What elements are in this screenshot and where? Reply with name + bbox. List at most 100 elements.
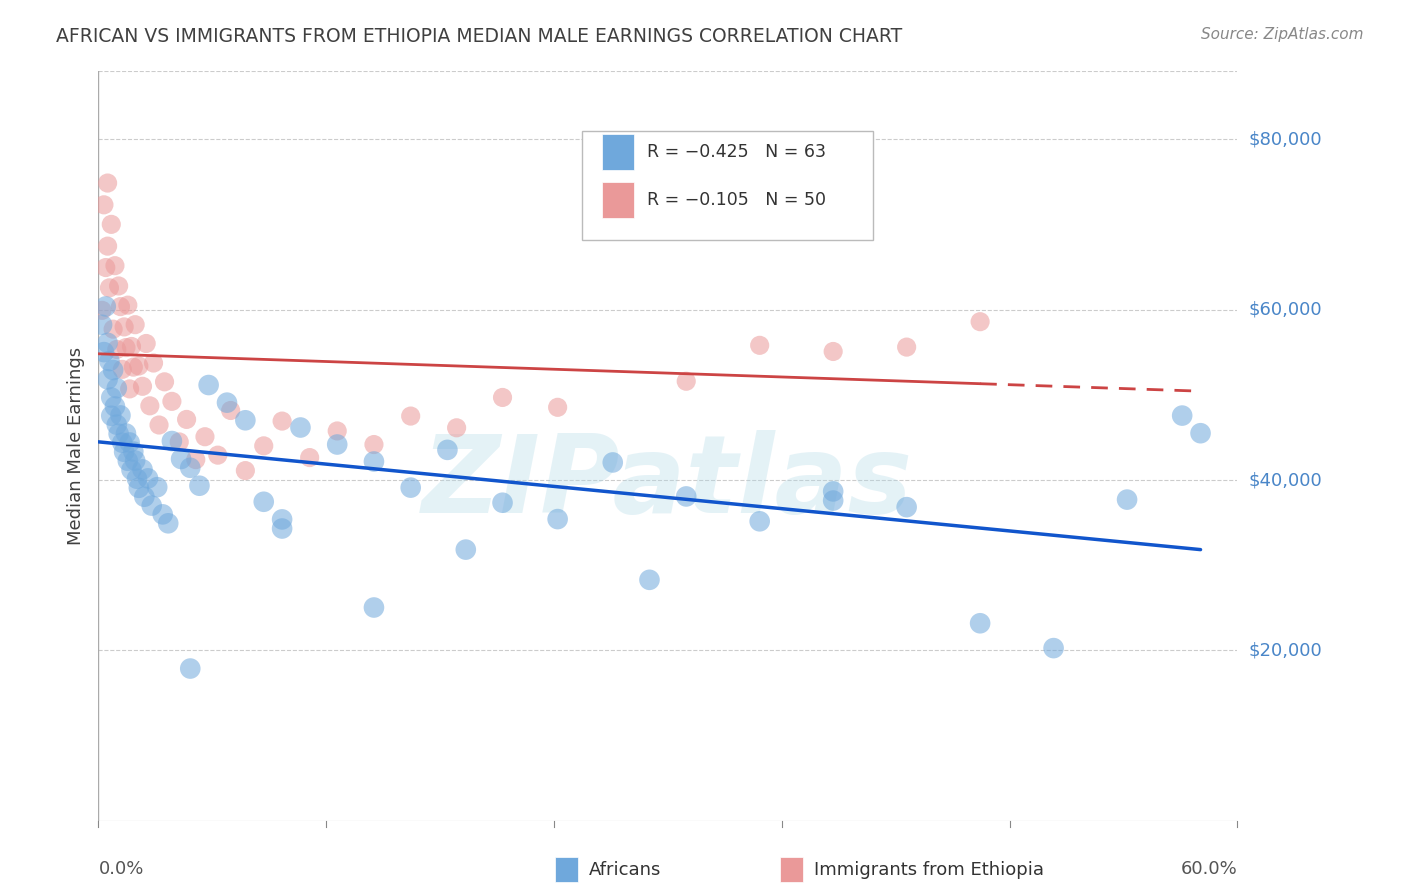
- Point: [160, 394, 183, 409]
- Point: [124, 453, 146, 467]
- Text: $40,000: $40,000: [1249, 471, 1322, 489]
- Point: [146, 480, 169, 494]
- Point: [436, 442, 458, 457]
- Point: [399, 409, 422, 423]
- Point: [896, 340, 918, 354]
- Point: [98, 281, 121, 295]
- Point: [121, 339, 143, 353]
- Point: [125, 472, 148, 486]
- Text: Source: ZipAtlas.com: Source: ZipAtlas.com: [1201, 27, 1364, 42]
- Point: [117, 298, 139, 312]
- Point: [491, 391, 513, 405]
- Bar: [602, 134, 634, 169]
- Point: [454, 542, 477, 557]
- Point: [97, 335, 120, 350]
- Point: [271, 522, 294, 536]
- Point: [124, 318, 146, 332]
- Point: [167, 434, 190, 449]
- Point: [179, 460, 201, 475]
- Point: [110, 409, 132, 423]
- Point: [153, 375, 176, 389]
- Point: [823, 493, 845, 508]
- Text: AFRICAN VS IMMIGRANTS FROM ETHIOPIA MEDIAN MALE EARNINGS CORRELATION CHART: AFRICAN VS IMMIGRANTS FROM ETHIOPIA MEDI…: [56, 27, 903, 45]
- Point: [128, 359, 150, 373]
- Text: $60,000: $60,000: [1249, 301, 1322, 318]
- Point: [823, 484, 845, 499]
- Point: [602, 169, 624, 183]
- Point: [326, 437, 349, 451]
- Point: [94, 260, 117, 275]
- Point: [184, 452, 207, 467]
- Point: [91, 318, 114, 332]
- Text: Africans: Africans: [589, 861, 661, 879]
- Point: [675, 490, 697, 504]
- Point: [136, 471, 159, 485]
- Point: [131, 462, 153, 476]
- Text: 60.0%: 60.0%: [1181, 860, 1237, 878]
- Point: [107, 279, 129, 293]
- Point: [135, 336, 157, 351]
- Point: [1116, 492, 1139, 507]
- Point: [235, 464, 257, 478]
- Point: [1189, 426, 1212, 441]
- Point: [188, 479, 211, 493]
- Point: [110, 300, 132, 314]
- Point: [207, 448, 229, 462]
- Point: [94, 300, 117, 314]
- Text: R = −0.425   N = 63: R = −0.425 N = 63: [647, 143, 827, 161]
- Point: [675, 374, 697, 388]
- Point: [823, 344, 845, 359]
- Point: [748, 514, 770, 528]
- Point: [97, 176, 120, 190]
- Bar: [602, 182, 634, 219]
- Point: [142, 356, 165, 370]
- Point: [160, 434, 183, 448]
- Point: [100, 409, 122, 423]
- Point: [122, 444, 145, 458]
- Point: [1171, 409, 1194, 423]
- Point: [602, 455, 624, 469]
- Point: [131, 379, 153, 393]
- Point: [134, 490, 156, 504]
- Point: [170, 452, 193, 467]
- Point: [271, 512, 294, 526]
- Point: [128, 481, 150, 495]
- Point: [363, 437, 385, 451]
- Point: [399, 481, 422, 495]
- Text: R = −0.105   N = 50: R = −0.105 N = 50: [647, 191, 827, 210]
- Point: [491, 496, 513, 510]
- Point: [118, 435, 141, 450]
- Point: [97, 372, 120, 386]
- Text: Immigrants from Ethiopia: Immigrants from Ethiopia: [814, 861, 1045, 879]
- Point: [197, 378, 219, 392]
- Point: [969, 616, 991, 631]
- Point: [104, 400, 127, 414]
- Point: [215, 395, 238, 409]
- Point: [638, 573, 661, 587]
- Point: [141, 499, 163, 513]
- Point: [93, 345, 115, 359]
- Text: $20,000: $20,000: [1249, 641, 1322, 659]
- Point: [290, 420, 312, 434]
- Point: [104, 259, 127, 273]
- Point: [235, 413, 257, 427]
- Point: [100, 391, 122, 405]
- Point: [111, 362, 134, 376]
- Point: [112, 319, 135, 334]
- Point: [253, 439, 276, 453]
- Point: [748, 338, 770, 352]
- Point: [115, 341, 138, 355]
- Point: [118, 382, 141, 396]
- Point: [122, 360, 145, 375]
- Y-axis label: Median Male Earnings: Median Male Earnings: [66, 347, 84, 545]
- Point: [97, 239, 120, 253]
- Point: [326, 424, 349, 438]
- Point: [101, 322, 124, 336]
- Point: [446, 421, 468, 435]
- Point: [176, 412, 198, 426]
- Point: [121, 463, 143, 477]
- FancyBboxPatch shape: [582, 131, 873, 240]
- Point: [363, 454, 385, 468]
- Point: [253, 495, 276, 509]
- Point: [117, 454, 139, 468]
